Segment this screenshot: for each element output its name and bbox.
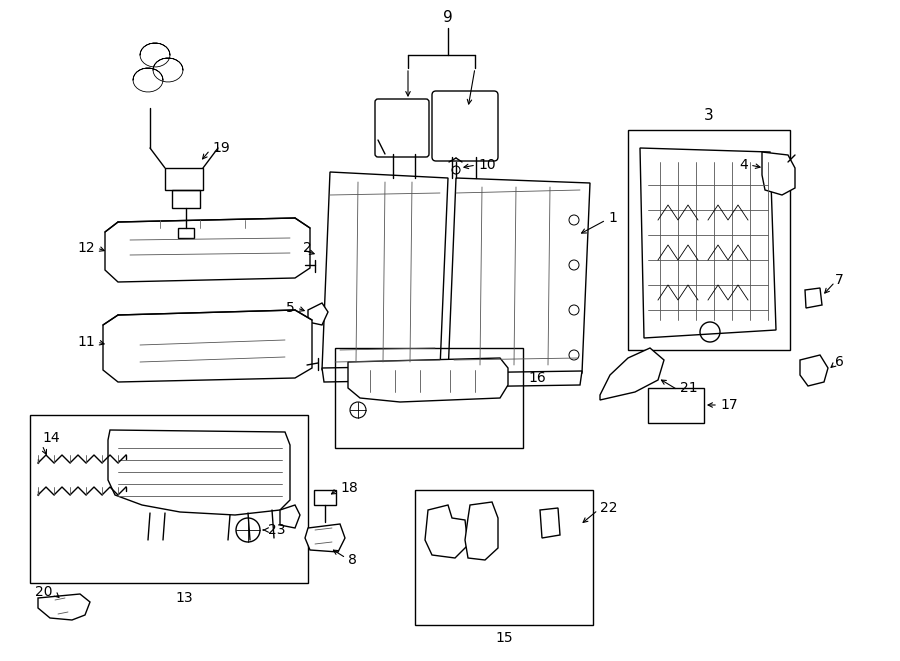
Polygon shape: [540, 508, 560, 538]
Text: 15: 15: [495, 631, 513, 645]
Bar: [314, 490, 336, 505]
Text: 20: 20: [35, 585, 52, 599]
Text: 2: 2: [303, 241, 311, 255]
Polygon shape: [280, 505, 300, 528]
Polygon shape: [465, 502, 498, 560]
Polygon shape: [600, 348, 664, 400]
Polygon shape: [640, 148, 776, 338]
Polygon shape: [448, 371, 582, 387]
Text: 16: 16: [528, 371, 545, 385]
Text: 3: 3: [704, 108, 714, 124]
Polygon shape: [105, 218, 310, 282]
Text: 19: 19: [212, 141, 230, 155]
Polygon shape: [805, 288, 822, 308]
Bar: [178, 228, 194, 238]
Text: 14: 14: [42, 431, 59, 445]
Text: 13: 13: [175, 591, 193, 605]
Polygon shape: [103, 310, 312, 382]
Text: 8: 8: [348, 553, 357, 567]
FancyBboxPatch shape: [432, 91, 498, 161]
Text: 4: 4: [739, 158, 748, 172]
Polygon shape: [108, 430, 290, 515]
Polygon shape: [348, 358, 508, 402]
Bar: [165, 168, 203, 190]
Polygon shape: [762, 152, 795, 195]
FancyBboxPatch shape: [375, 99, 429, 157]
Text: 23: 23: [268, 523, 285, 537]
Polygon shape: [305, 524, 345, 552]
Text: 6: 6: [835, 355, 844, 369]
Bar: [415, 490, 593, 625]
Polygon shape: [308, 303, 328, 325]
Text: 22: 22: [600, 501, 617, 515]
Text: 9: 9: [443, 11, 453, 26]
Text: 12: 12: [77, 241, 95, 255]
Bar: [648, 388, 704, 423]
Bar: [335, 348, 523, 448]
Text: 18: 18: [340, 481, 358, 495]
Text: 7: 7: [835, 273, 844, 287]
Text: 1: 1: [608, 211, 617, 225]
Polygon shape: [322, 366, 440, 382]
Polygon shape: [425, 505, 468, 558]
Polygon shape: [448, 178, 590, 375]
Text: 21: 21: [680, 381, 698, 395]
Polygon shape: [38, 594, 90, 620]
Text: 10: 10: [478, 158, 496, 172]
Text: 11: 11: [77, 335, 95, 349]
Bar: [172, 190, 200, 208]
Bar: [30, 415, 308, 583]
Text: 17: 17: [720, 398, 738, 412]
Text: 5: 5: [286, 301, 295, 315]
Polygon shape: [800, 355, 828, 386]
Polygon shape: [322, 172, 448, 370]
Bar: [628, 130, 790, 350]
